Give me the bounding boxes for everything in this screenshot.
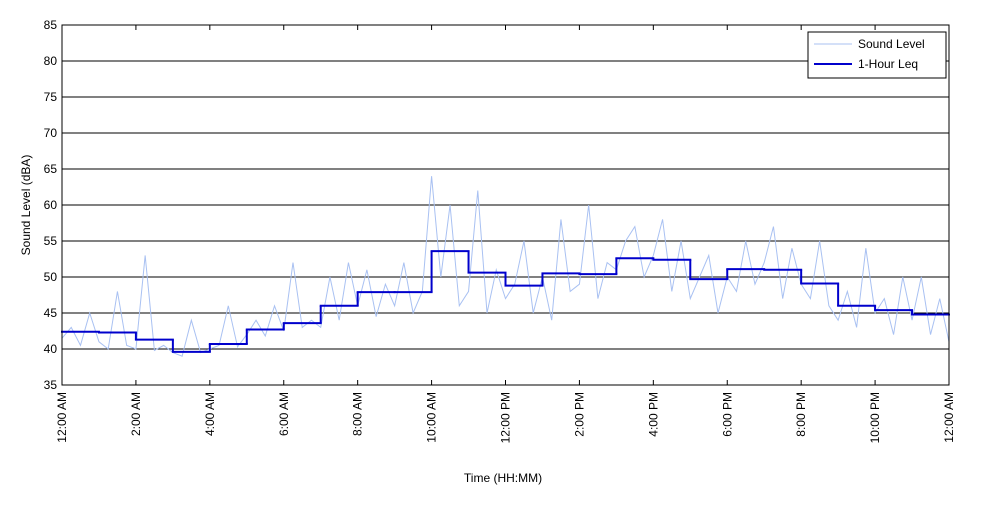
plot-frame	[61, 24, 950, 386]
y-tick-label: 85	[44, 18, 58, 32]
x-tick-label: 8:00 PM	[794, 392, 808, 437]
x-axis-label: Time (HH:MM)	[464, 471, 542, 485]
legend-box	[807, 31, 947, 79]
x-tick-label: 12:00 AM	[55, 392, 69, 443]
y-tick-label: 45	[44, 306, 58, 320]
y-axis-label: Sound Level (dBA)	[19, 155, 33, 256]
y-tick-label: 65	[44, 162, 58, 176]
x-tick-label: 4:00 AM	[203, 392, 217, 436]
x-tick-label: 2:00 AM	[129, 392, 143, 436]
legend-label: Sound Level	[858, 37, 925, 51]
y-tick-label: 60	[44, 198, 58, 212]
y-tick-label: 55	[44, 234, 58, 248]
x-tick-label: 12:00 AM	[942, 392, 956, 443]
x-tick-label: 6:00 AM	[277, 392, 291, 436]
y-tick-label: 80	[44, 54, 58, 68]
x-tick-label: 10:00 AM	[425, 392, 439, 443]
y-tick-label: 70	[44, 126, 58, 140]
x-tick-label: 12:00 PM	[499, 392, 513, 443]
y-tick-label: 35	[44, 378, 58, 392]
x-tick-label: 4:00 PM	[646, 392, 660, 437]
y-tick-label: 40	[44, 342, 58, 356]
x-tick-label: 6:00 PM	[720, 392, 734, 437]
legend-label: 1-Hour Leq	[858, 57, 918, 71]
x-tick-label: 2:00 PM	[572, 392, 586, 437]
x-tick-label: 8:00 AM	[351, 392, 365, 436]
y-tick-label: 75	[44, 90, 58, 104]
y-tick-label: 50	[44, 270, 58, 284]
x-tick-label: 10:00 PM	[868, 392, 882, 443]
